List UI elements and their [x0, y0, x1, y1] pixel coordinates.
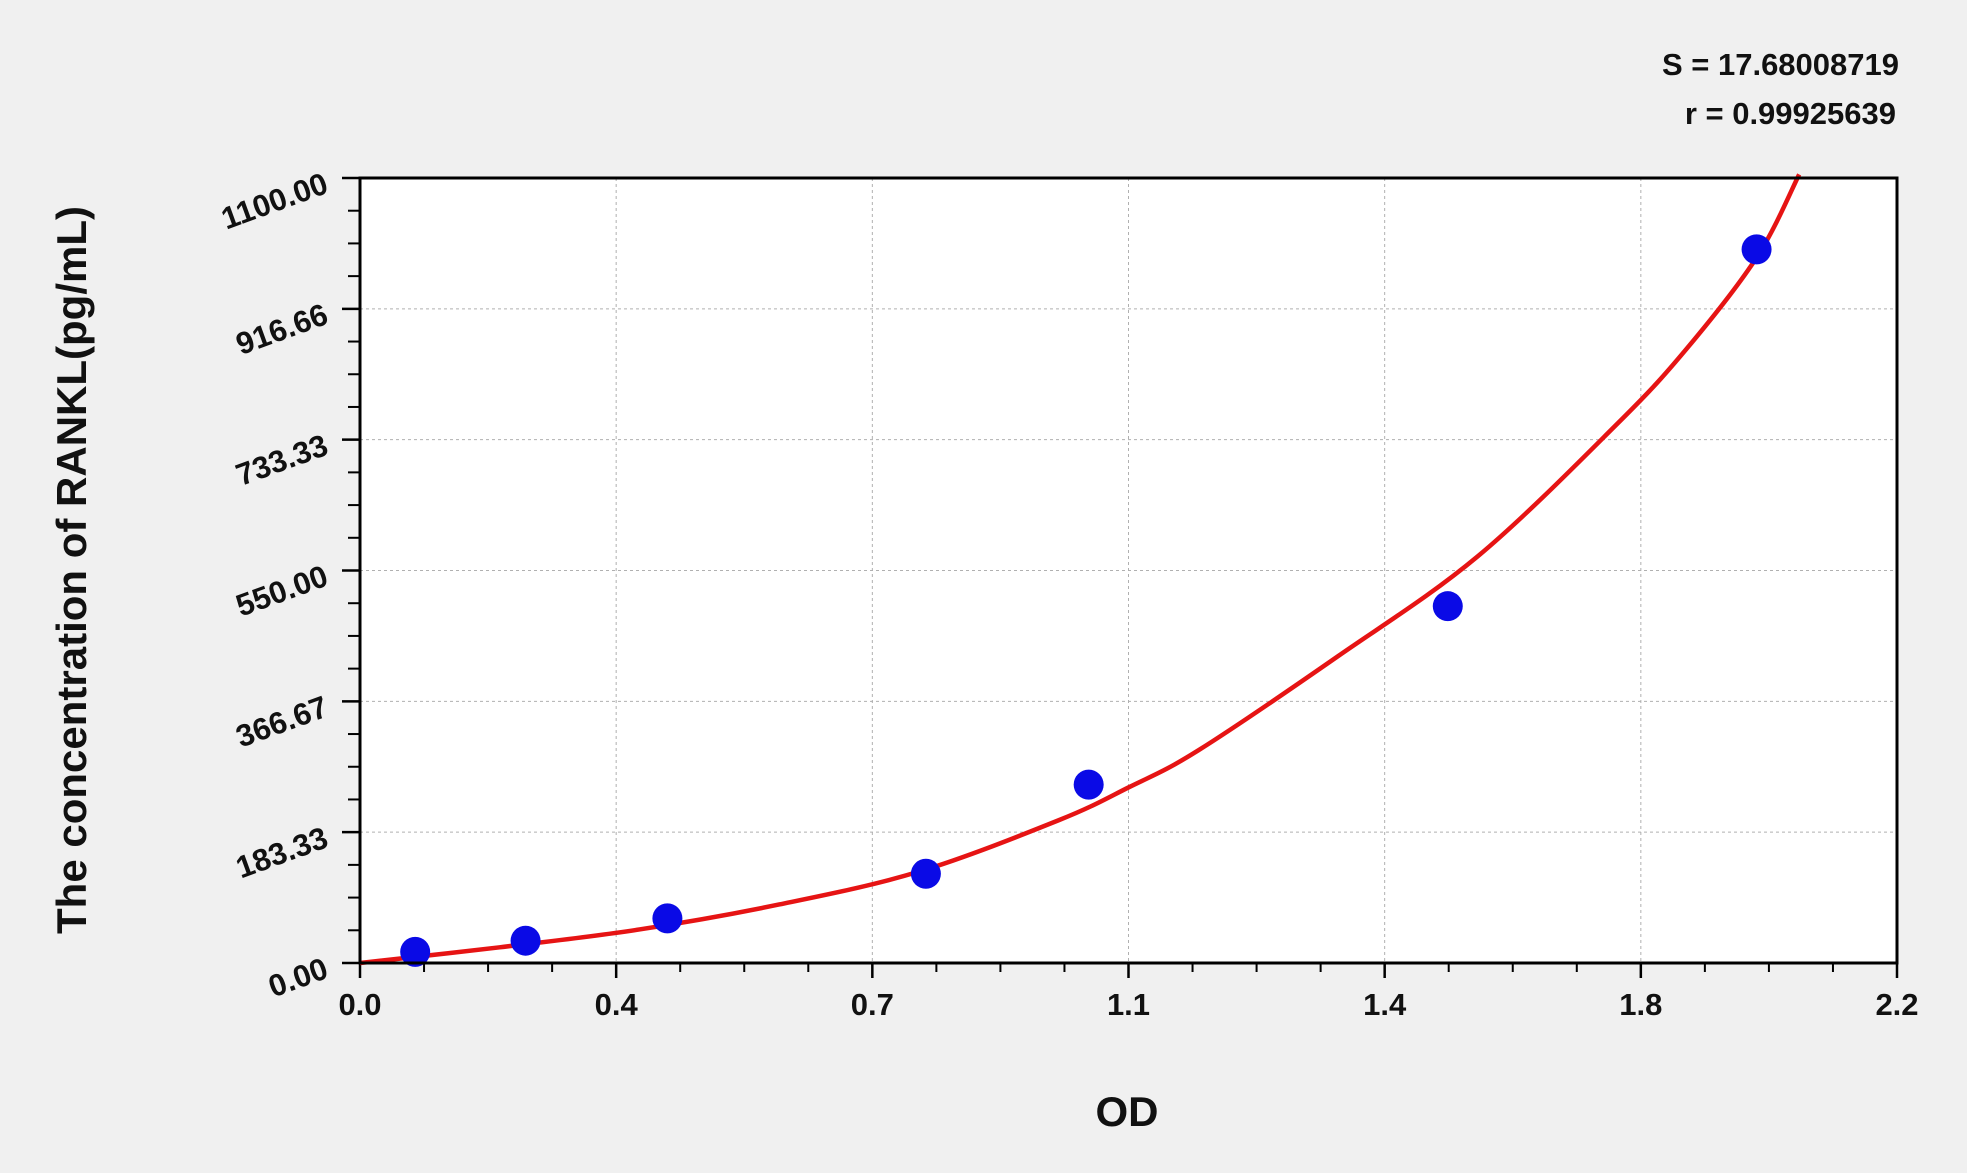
- y-tick-label: 0.00: [264, 951, 333, 1005]
- data-point: [652, 903, 683, 934]
- x-tick-label: 0.0: [338, 987, 381, 1022]
- points-layer: [400, 234, 1772, 967]
- y-tick-labels: 0.00 183.33 366.67 550.00 733.33 916.66 1100.0…: [217, 166, 333, 1005]
- x-tick-label: 0.7: [851, 987, 894, 1022]
- plot-frame: [358, 176, 1899, 965]
- fit-curve-layer: [359, 173, 1802, 966]
- y-tick-label: 550.00: [231, 558, 332, 623]
- y-tick-label: 733.33: [231, 427, 332, 492]
- fit-curve-line: [359, 173, 1802, 966]
- x-tick-label: 2.2: [1875, 987, 1918, 1022]
- y-tick-label: 1100.00: [217, 166, 333, 237]
- data-point: [1432, 591, 1463, 622]
- y-tick-label: 916.66: [231, 297, 332, 362]
- y-tick-label: 366.67: [231, 689, 332, 754]
- data-point: [1073, 769, 1104, 800]
- annotation-s-value: S = 17.68008719: [1662, 47, 1899, 82]
- x-tick-labels: 0.0 0.4 0.7 1.1 1.4 1.8 2.2: [338, 987, 1918, 1022]
- x-tick-label: 1.8: [1619, 987, 1662, 1022]
- data-point: [1741, 234, 1772, 265]
- annotation-r-value: r = 0.99925639: [1685, 96, 1896, 131]
- x-axis-label: OD: [1096, 1088, 1159, 1135]
- y-axis-label: The concentration of RANKL(pg/mL): [48, 206, 95, 934]
- data-point: [510, 925, 541, 956]
- data-point: [910, 858, 941, 889]
- grid: [360, 178, 1897, 963]
- x-tick-label: 1.4: [1363, 987, 1407, 1022]
- y-tick-label: 183.33: [231, 820, 332, 885]
- x-tick-label: 0.4: [595, 987, 639, 1022]
- data-point: [400, 936, 431, 967]
- x-tick-label: 1.1: [1107, 987, 1150, 1022]
